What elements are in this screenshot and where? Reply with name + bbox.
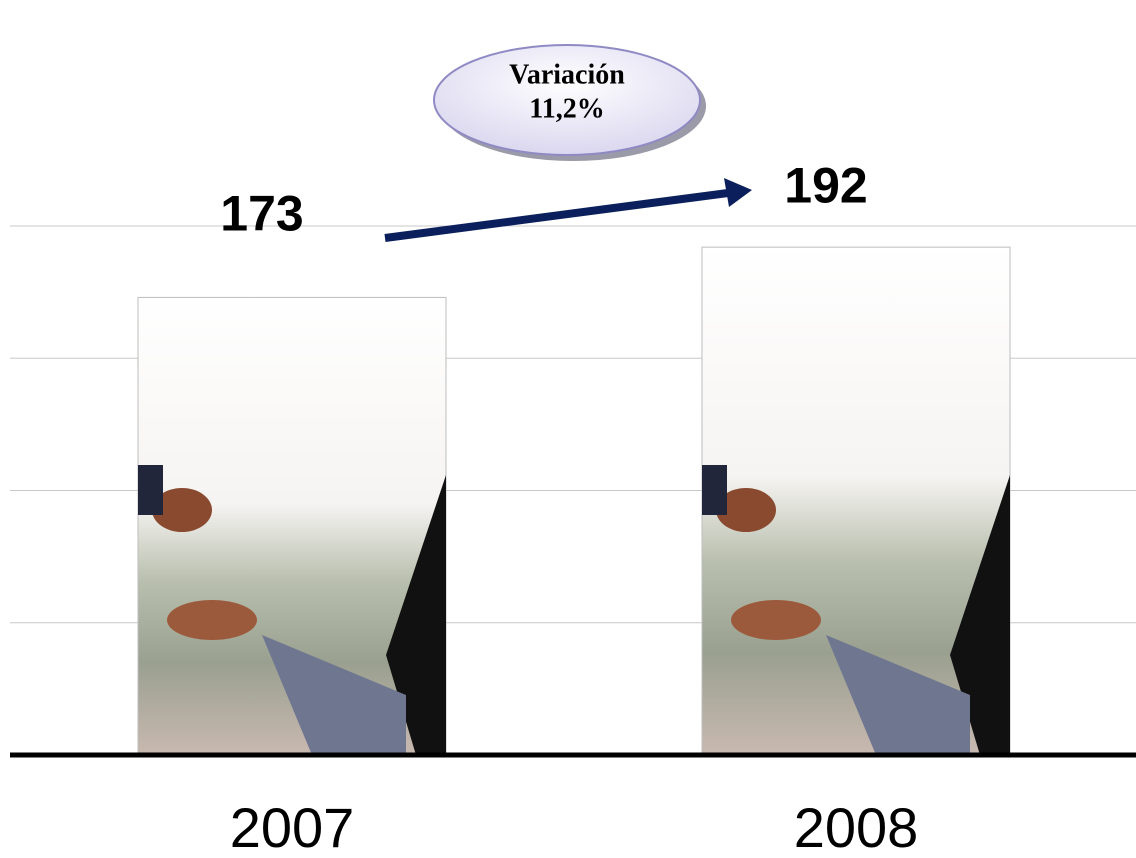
page: Variación 11,2% 20071732008192 (() => { … bbox=[0, 0, 1136, 858]
x-tick-label: 2007 bbox=[230, 796, 355, 858]
bar-picture bbox=[702, 465, 727, 515]
x-tick-label: 2008 bbox=[794, 796, 919, 858]
annotation: 11,2% bbox=[529, 93, 604, 124]
arrow bbox=[385, 193, 728, 238]
annotation: Variación bbox=[509, 59, 625, 90]
bar-picture bbox=[167, 600, 257, 640]
value-label: 173 bbox=[220, 186, 303, 242]
arrow-head bbox=[724, 178, 752, 207]
bar-picture bbox=[138, 465, 163, 515]
chart: Variación 11,2% 2007 173 2008 192 bbox=[0, 0, 1136, 858]
value-label: 192 bbox=[784, 157, 867, 213]
bar-picture bbox=[731, 600, 821, 640]
